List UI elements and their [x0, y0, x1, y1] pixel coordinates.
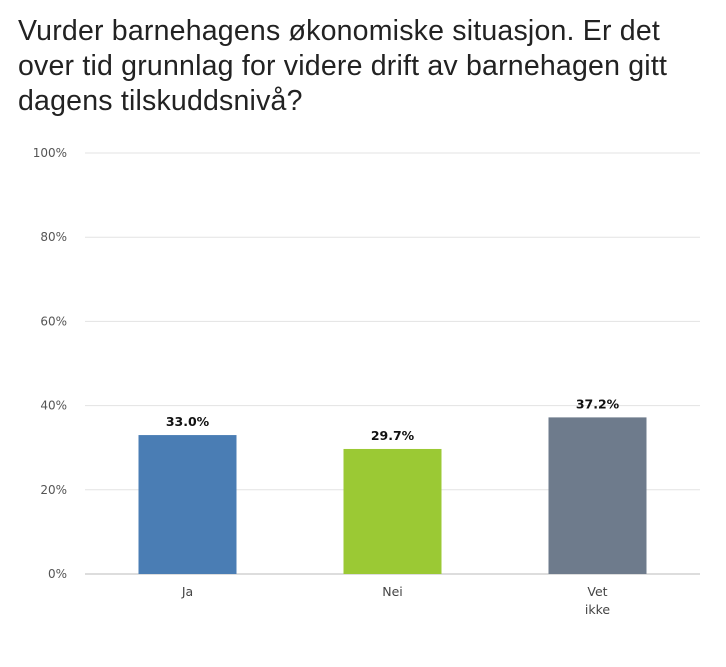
bar: [138, 435, 237, 574]
bar: [343, 448, 442, 574]
y-tick-label: 20%: [40, 483, 67, 497]
y-tick-label: 40%: [40, 399, 67, 413]
data-label: 33.0%: [166, 414, 210, 429]
x-tick-label: Ja: [181, 584, 193, 599]
y-tick-label: 80%: [40, 230, 67, 244]
data-label: 37.2%: [576, 396, 620, 411]
x-tick-label: Vet: [587, 584, 607, 599]
y-tick-label: 60%: [40, 314, 67, 328]
x-tick-label: Nei: [382, 584, 403, 599]
y-tick-label: 0%: [48, 567, 67, 581]
data-label: 29.7%: [371, 428, 415, 443]
y-tick-label: 100%: [33, 146, 67, 160]
x-tick-label: ikke: [585, 602, 611, 617]
chart-title: Vurder barnehagens økonomiske situasjon.…: [18, 15, 668, 117]
bar: [548, 417, 647, 574]
